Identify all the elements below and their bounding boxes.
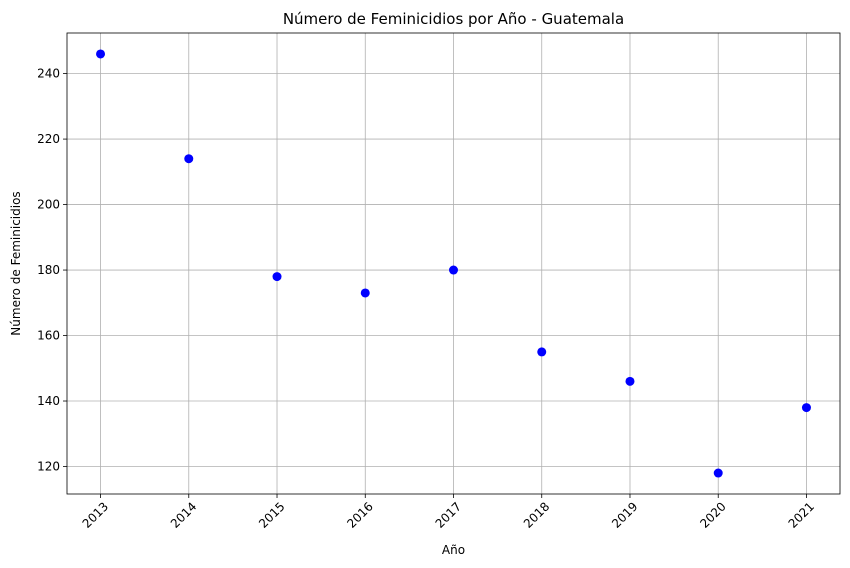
data-point	[272, 272, 282, 282]
x-tick-label: 2016	[344, 499, 375, 530]
x-axis-label: Año	[442, 543, 465, 557]
x-tick-label: 2017	[433, 499, 464, 530]
chart-title: Número de Feminicidios por Año - Guatema…	[283, 10, 624, 28]
y-tick-label: 200	[37, 198, 60, 212]
data-point	[801, 403, 811, 413]
y-tick-label: 220	[37, 132, 60, 146]
data-point	[360, 288, 370, 298]
x-tick-label: 2019	[609, 499, 640, 530]
x-tick-label: 2021	[786, 499, 817, 530]
data-point	[184, 154, 194, 164]
data-point	[625, 376, 635, 386]
x-tick-label: 2014	[168, 499, 199, 530]
grid-lines	[67, 33, 840, 494]
data-point	[449, 265, 458, 275]
plot-frame	[66, 32, 841, 495]
x-tick-label: 2013	[80, 499, 111, 530]
y-tick-label: 140	[37, 394, 60, 408]
y-tick-label: 120	[37, 459, 60, 473]
y-tick-label: 240	[37, 67, 60, 81]
data-point	[537, 347, 547, 357]
data-point	[96, 49, 106, 59]
y-axis-label: Número de Feminicidios	[9, 191, 23, 335]
y-tick-label: 160	[37, 329, 60, 343]
x-tick-label: 2015	[256, 499, 287, 530]
x-tick-label: 2020	[697, 499, 728, 530]
y-tick-label: 180	[37, 263, 60, 277]
data-points	[96, 49, 811, 478]
data-point	[713, 468, 723, 478]
axis-ticks: 2013 2014 2015 2016 2017 2018 2019 2020 2021 120 1…	[37, 67, 817, 531]
x-tick-label: 2018	[521, 499, 552, 530]
